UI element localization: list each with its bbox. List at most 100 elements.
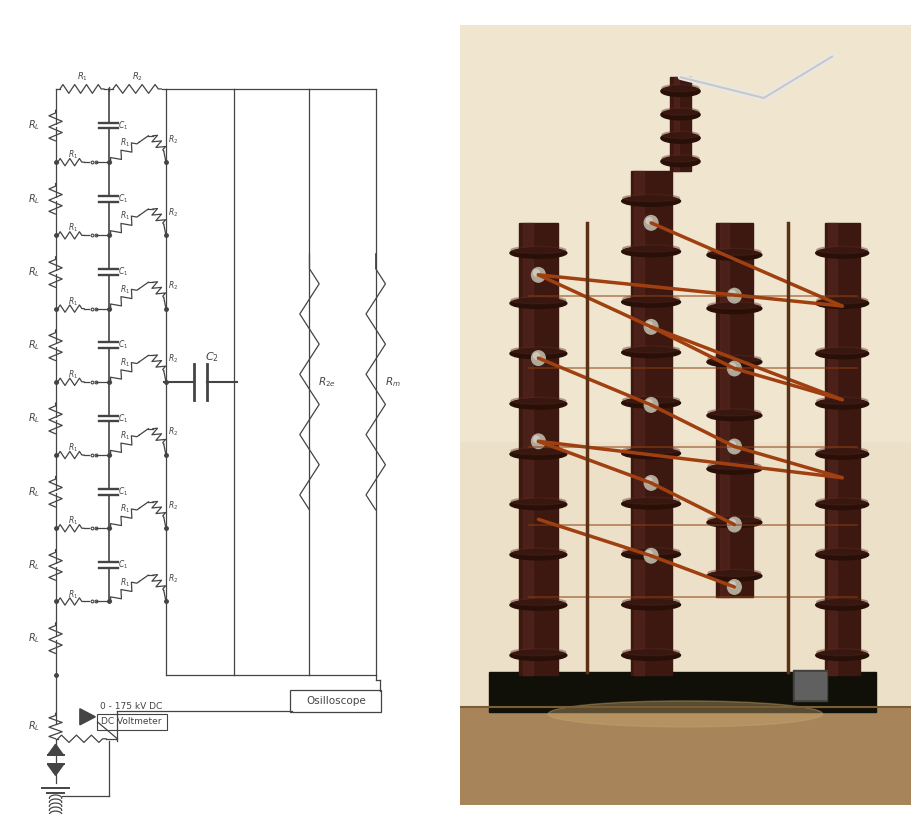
Ellipse shape bbox=[509, 550, 566, 560]
Circle shape bbox=[645, 321, 652, 328]
Polygon shape bbox=[48, 744, 63, 755]
Bar bbox=[794, 672, 824, 700]
Ellipse shape bbox=[708, 516, 760, 523]
Circle shape bbox=[643, 320, 657, 334]
Ellipse shape bbox=[815, 298, 868, 309]
Text: $R_2$: $R_2$ bbox=[168, 499, 178, 512]
Ellipse shape bbox=[661, 131, 698, 138]
Bar bbox=[792, 670, 826, 701]
Ellipse shape bbox=[816, 397, 867, 404]
FancyBboxPatch shape bbox=[290, 690, 381, 712]
Text: $R_1$: $R_1$ bbox=[119, 430, 130, 442]
Text: $R_L$: $R_L$ bbox=[28, 338, 40, 352]
Ellipse shape bbox=[815, 348, 868, 359]
Ellipse shape bbox=[621, 650, 680, 660]
Text: $C_1$: $C_1$ bbox=[119, 339, 129, 352]
Ellipse shape bbox=[622, 649, 679, 656]
Ellipse shape bbox=[509, 650, 566, 660]
Text: $R_L$: $R_L$ bbox=[28, 719, 40, 732]
Text: $R_1$: $R_1$ bbox=[119, 576, 130, 588]
Ellipse shape bbox=[509, 348, 566, 359]
Ellipse shape bbox=[816, 598, 867, 606]
Ellipse shape bbox=[816, 247, 867, 253]
Ellipse shape bbox=[509, 449, 566, 459]
Text: $R_2$: $R_2$ bbox=[168, 133, 178, 145]
Text: $C_2$: $C_2$ bbox=[205, 350, 219, 363]
Circle shape bbox=[727, 518, 741, 532]
Text: $R_L$: $R_L$ bbox=[28, 631, 40, 645]
Ellipse shape bbox=[621, 600, 680, 610]
Ellipse shape bbox=[815, 449, 868, 459]
Circle shape bbox=[645, 550, 652, 557]
Ellipse shape bbox=[815, 499, 868, 509]
Text: $R_1$: $R_1$ bbox=[68, 441, 78, 454]
Text: DC Voltmeter: DC Voltmeter bbox=[101, 717, 162, 727]
Ellipse shape bbox=[548, 701, 822, 727]
Text: $R_1$: $R_1$ bbox=[68, 368, 78, 381]
Text: $R_L$: $R_L$ bbox=[28, 485, 40, 498]
Circle shape bbox=[729, 290, 734, 297]
Circle shape bbox=[729, 519, 734, 525]
Ellipse shape bbox=[706, 410, 761, 420]
Ellipse shape bbox=[621, 448, 680, 459]
Ellipse shape bbox=[706, 250, 761, 260]
Polygon shape bbox=[48, 764, 63, 775]
Text: $R_L$: $R_L$ bbox=[28, 558, 40, 571]
Circle shape bbox=[531, 434, 545, 449]
Ellipse shape bbox=[509, 600, 566, 610]
Text: $R_L$: $R_L$ bbox=[28, 118, 40, 133]
Text: $R_2$: $R_2$ bbox=[168, 352, 178, 365]
Text: $R_1$: $R_1$ bbox=[68, 295, 78, 308]
Bar bbox=[828, 223, 836, 675]
Bar bbox=[489, 672, 876, 711]
Text: Osilloscope: Osilloscope bbox=[306, 696, 366, 706]
Text: $R_1$: $R_1$ bbox=[68, 149, 78, 161]
Ellipse shape bbox=[816, 296, 867, 304]
Ellipse shape bbox=[622, 598, 679, 605]
Text: $R_1$: $R_1$ bbox=[68, 588, 78, 601]
Bar bbox=[522, 223, 532, 675]
Ellipse shape bbox=[509, 298, 566, 309]
Bar bbox=[460, 25, 910, 441]
Ellipse shape bbox=[815, 550, 868, 560]
Ellipse shape bbox=[660, 133, 699, 143]
Bar bbox=[518, 223, 558, 675]
Ellipse shape bbox=[510, 296, 565, 304]
Ellipse shape bbox=[622, 245, 679, 252]
Text: $R_m$: $R_m$ bbox=[384, 375, 400, 388]
Circle shape bbox=[643, 549, 657, 563]
Ellipse shape bbox=[510, 498, 565, 505]
Text: $R_2$: $R_2$ bbox=[168, 206, 178, 219]
Ellipse shape bbox=[622, 195, 679, 201]
Bar bbox=[634, 171, 643, 675]
Ellipse shape bbox=[815, 650, 868, 660]
Ellipse shape bbox=[622, 497, 679, 504]
Ellipse shape bbox=[816, 447, 867, 455]
Text: $C_1$: $C_1$ bbox=[119, 559, 129, 571]
Ellipse shape bbox=[660, 86, 699, 96]
Text: $R_2$: $R_2$ bbox=[168, 279, 178, 292]
Circle shape bbox=[643, 476, 657, 490]
Ellipse shape bbox=[621, 297, 680, 307]
Text: $R_2$: $R_2$ bbox=[168, 426, 178, 439]
Text: $R_1$: $R_1$ bbox=[119, 137, 130, 149]
Text: $C_1$: $C_1$ bbox=[119, 412, 129, 425]
Text: $C_1$: $C_1$ bbox=[119, 192, 129, 205]
Text: $R_L$: $R_L$ bbox=[28, 192, 40, 206]
Ellipse shape bbox=[509, 248, 566, 258]
Ellipse shape bbox=[706, 357, 761, 367]
Ellipse shape bbox=[622, 396, 679, 404]
Circle shape bbox=[645, 477, 652, 484]
Ellipse shape bbox=[622, 446, 679, 454]
Circle shape bbox=[533, 269, 539, 276]
Ellipse shape bbox=[660, 109, 699, 120]
Ellipse shape bbox=[816, 498, 867, 505]
Ellipse shape bbox=[622, 548, 679, 555]
Circle shape bbox=[727, 440, 741, 454]
Text: $R_1$: $R_1$ bbox=[119, 357, 130, 369]
Text: $R_1$: $R_1$ bbox=[76, 71, 87, 83]
Ellipse shape bbox=[510, 447, 565, 455]
Bar bbox=[630, 171, 671, 675]
Ellipse shape bbox=[816, 347, 867, 354]
Text: $R_1$: $R_1$ bbox=[68, 222, 78, 234]
